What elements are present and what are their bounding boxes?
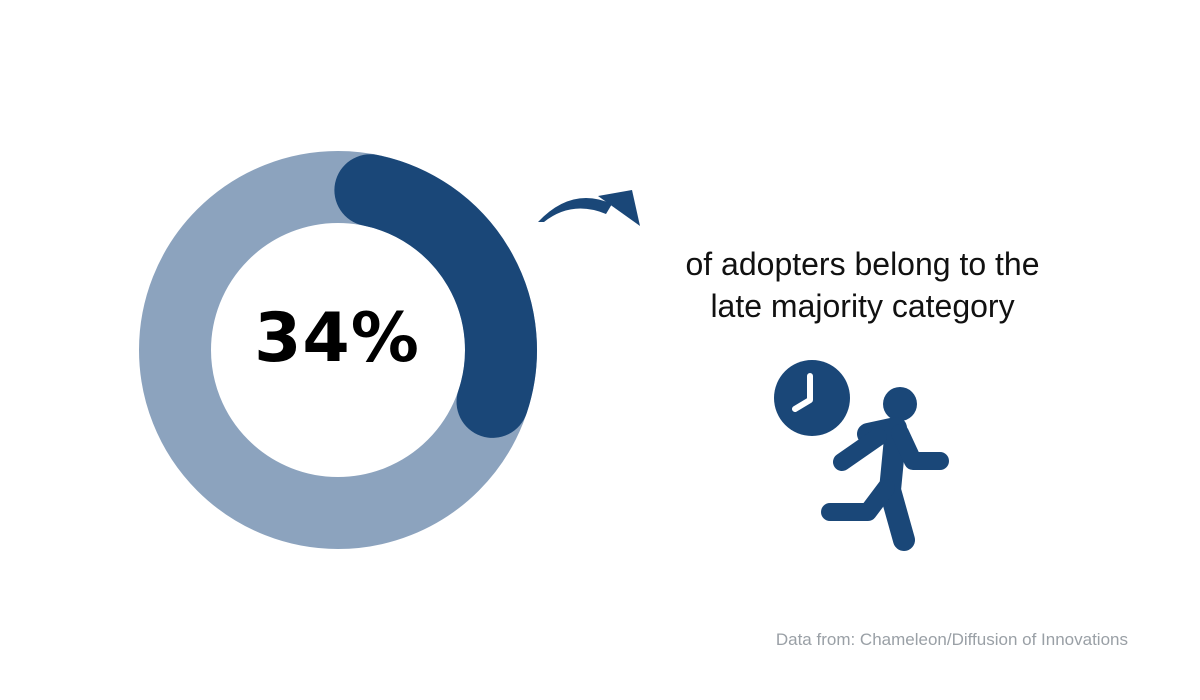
donut-chart [139, 151, 537, 549]
stat-caption: of adopters belong to the late majority … [640, 243, 1085, 327]
caption-line-1: of adopters belong to the [685, 246, 1040, 282]
donut-center-value: 34% [254, 299, 420, 378]
donut-value-arc [334, 154, 537, 438]
caption-line-2: late majority category [710, 288, 1015, 324]
data-source-note: Data from: Chameleon/Diffusion of Innova… [775, 630, 1128, 649]
clock-icon [774, 360, 850, 436]
curved-arrow-icon [538, 190, 640, 226]
running-person-icon [821, 387, 949, 551]
